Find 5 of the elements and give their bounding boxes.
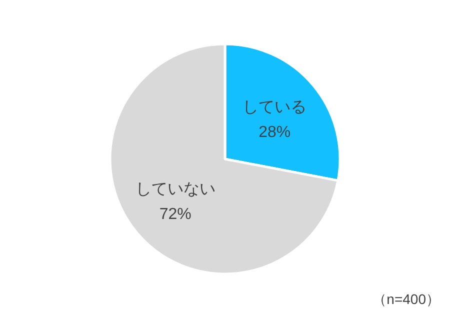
slice-label: していない bbox=[135, 181, 216, 198]
data-label: 72% bbox=[159, 206, 192, 224]
slice-label: している bbox=[242, 98, 307, 116]
text: （n=400） bbox=[372, 291, 440, 307]
data-label: 28% bbox=[258, 124, 291, 141]
